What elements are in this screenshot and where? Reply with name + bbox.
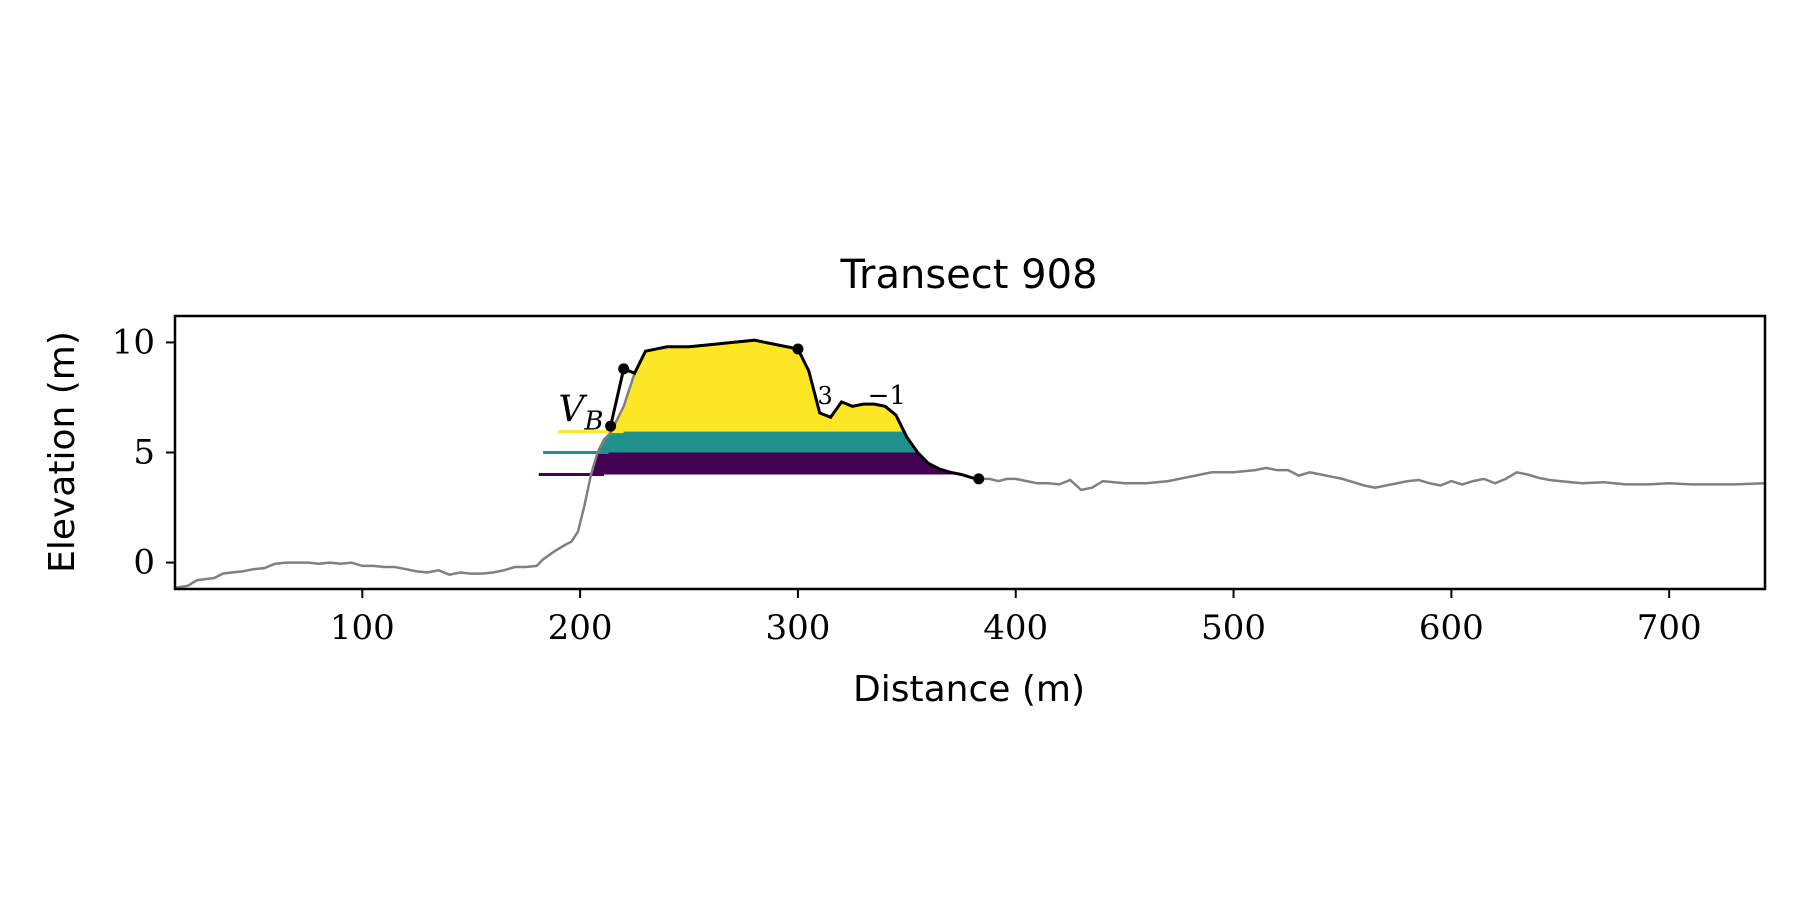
marker-points <box>605 343 985 485</box>
x-tick-label: 100 <box>330 608 395 648</box>
x-tick-label: 500 <box>1201 608 1266 648</box>
plot-area <box>175 338 1765 589</box>
marker-point-2 <box>618 363 630 375</box>
x-axis-label: Distance (m) <box>853 669 1085 710</box>
band-mid-fill <box>550 431 979 453</box>
y-axis-label: Elevation (m) <box>42 331 83 573</box>
annotation-vb: VB <box>558 390 603 437</box>
chart-title: Transect 908 <box>839 252 1097 298</box>
x-tick-label: 300 <box>765 608 830 648</box>
y-tick-label: 10 <box>112 322 155 362</box>
marker-point-3 <box>792 343 804 355</box>
x-tick-label: 600 <box>1419 608 1484 648</box>
x-tick-label: 200 <box>548 608 613 648</box>
x-tick-label: 400 <box>983 608 1048 648</box>
band-low-fill <box>550 452 979 475</box>
annotation-minus-one: −1 <box>868 381 906 411</box>
y-axis: 0 5 10 <box>112 322 175 583</box>
marker-point-1 <box>605 420 617 432</box>
plot-frame <box>173 314 1767 591</box>
annotations: VB 3 −1 <box>558 381 906 437</box>
y-tick-label: 5 <box>133 433 155 473</box>
dune-outline-line <box>609 338 979 481</box>
marker-point-4 <box>973 473 985 485</box>
annotation-superscript-3: 3 <box>818 382 833 410</box>
x-tick-label: 700 <box>1637 608 1702 648</box>
x-axis: 100 200 300 400 500 600 700 <box>330 589 1702 648</box>
elevation-profile-line <box>175 338 1765 589</box>
y-tick-label: 0 <box>133 543 155 583</box>
